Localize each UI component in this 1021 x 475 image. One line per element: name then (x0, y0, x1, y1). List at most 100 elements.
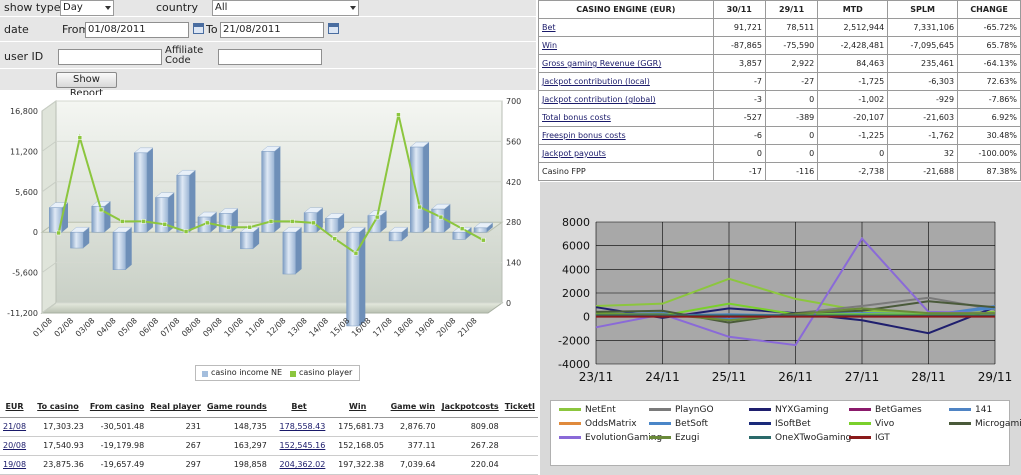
affiliate-code-input[interactable] (218, 49, 322, 65)
bar-side (444, 204, 451, 233)
line-series (595, 300, 996, 324)
table-cell: -929 (887, 90, 959, 109)
line-marker (417, 204, 422, 210)
legend-entry: Microgaming (949, 419, 1021, 429)
table-cell: 78,511 (764, 18, 819, 37)
chart-floor (40, 302, 504, 314)
x-tick-label: 15/08 (329, 316, 352, 339)
cell-link[interactable]: 178,558.43 (269, 417, 329, 437)
table-cell: -6 (712, 126, 766, 145)
column-header[interactable]: TicketI (501, 397, 538, 418)
column-header[interactable]: To casino (29, 397, 87, 418)
table-cell: 0 (764, 90, 819, 109)
bar-side (380, 210, 387, 233)
metric-label: Casino FPP (538, 162, 714, 181)
metric-link[interactable]: Jackpot payouts (538, 144, 714, 163)
table-row: Win -87,865 -75,590 -2,428,481 -7,095,645 65.… (538, 36, 1021, 55)
metric-link[interactable]: Win (538, 36, 714, 55)
bar-front (133, 152, 148, 233)
legend-entry: Ezugi (649, 433, 699, 443)
x-tick-label: 02/08 (53, 316, 76, 339)
metric-link[interactable]: Jackpot contribution (local) (538, 72, 714, 91)
x-tick-label: 07/08 (159, 316, 182, 339)
table-cell: 163,297 (203, 436, 270, 456)
legend-label: EvolutionGaming (585, 433, 663, 443)
x-tick-label: 10/08 (223, 316, 246, 339)
column-header: SPLM (887, 0, 959, 19)
legend-label-player: casino player (299, 368, 353, 377)
y-tick-label-right: 280 (506, 218, 521, 227)
legend-swatch (559, 408, 581, 411)
x-tick-label: 29/11 (978, 370, 1013, 384)
metric-link[interactable]: Gross gaming Revenue (GGR) (538, 54, 714, 73)
bar-side (210, 212, 217, 233)
cell-link[interactable]: 152,545.16 (269, 436, 329, 456)
table-cell: -116 (764, 162, 819, 181)
legend-entry: OddsMatrix (559, 419, 637, 429)
cell-link[interactable]: 20/08 (0, 436, 30, 456)
x-tick-label: 19/08 (414, 316, 437, 339)
cell-link[interactable]: 21/08 (0, 417, 30, 437)
legend-entry: IGT (849, 433, 890, 443)
bar-side (83, 227, 90, 249)
column-header[interactable]: EUR (0, 397, 30, 418)
legend-swatch (649, 422, 671, 425)
legend-swatch (749, 408, 771, 411)
legend-swatch (749, 436, 771, 439)
x-tick-label: 01/08 (31, 316, 54, 339)
metric-link[interactable]: Freespin bonus costs (538, 126, 714, 145)
table-cell: 267.28 (438, 436, 502, 456)
show-report-button[interactable]: Show Report (56, 72, 117, 99)
column-header[interactable]: Real player (147, 397, 204, 418)
x-tick-label: 28/11 (911, 370, 946, 384)
table-cell: -17 (712, 162, 766, 181)
from-date-input[interactable]: 01/08/2011 (85, 22, 189, 38)
calendar-icon[interactable] (328, 23, 339, 34)
bar-side (189, 170, 196, 233)
legend-swatch (559, 422, 581, 425)
table-cell: 91,721 (712, 18, 766, 37)
column-header[interactable]: Win (328, 397, 387, 418)
date-label: date (4, 23, 29, 36)
table-cell: 2,922 (764, 54, 819, 73)
column-header[interactable]: From casino (86, 397, 148, 418)
legend-entry: Vivo (849, 419, 894, 429)
cell-link[interactable]: 204,362.02 (269, 455, 329, 475)
metric-link[interactable]: Bet (538, 18, 714, 37)
metric-link[interactable]: Total bonus costs (538, 108, 714, 127)
chevron-down-icon (350, 6, 356, 10)
table-cell: 0 (764, 126, 819, 145)
legend-label: Ezugi (675, 433, 700, 443)
bar-casino-income (409, 141, 430, 233)
bar-casino-income (239, 226, 260, 250)
user-id-label: user ID (4, 50, 44, 63)
y-tick-label-left: 16,800 (10, 107, 38, 116)
legend-label: NYXGaming (775, 405, 829, 415)
table-cell: -7.86% (957, 90, 1021, 109)
table-cell: -21,603 (887, 108, 959, 127)
column-header[interactable]: Game rounds (203, 397, 270, 418)
to-date-input[interactable]: 21/08/2011 (220, 22, 324, 38)
grid-line (41, 302, 57, 314)
cell-link[interactable]: 19/08 (0, 455, 30, 475)
legend-label-income: casino income NE (211, 368, 283, 377)
column-header[interactable]: Game win (386, 397, 439, 418)
bar-front (112, 231, 126, 270)
column-header: 30/11 (712, 0, 766, 19)
bar-front (240, 231, 254, 250)
country-select[interactable]: All (212, 0, 359, 16)
line-marker (374, 214, 380, 220)
column-header[interactable]: Jackpotcosts (438, 397, 502, 418)
x-tick-label: 23/11 (579, 370, 614, 384)
column-header[interactable]: Bet (269, 397, 329, 418)
user-id-input[interactable] (58, 49, 162, 65)
bar-casino-income (282, 226, 303, 275)
calendar-icon[interactable] (193, 23, 204, 34)
table-cell: 198,858 (203, 455, 270, 475)
x-tick-label: 20/08 (435, 316, 458, 339)
show-type-select[interactable]: Day (60, 0, 114, 16)
grid-line (41, 262, 57, 274)
table-cell: -1,002 (817, 90, 889, 109)
x-tick-label: 04/08 (95, 316, 118, 339)
metric-link[interactable]: Jackpot contribution (global) (538, 90, 714, 109)
